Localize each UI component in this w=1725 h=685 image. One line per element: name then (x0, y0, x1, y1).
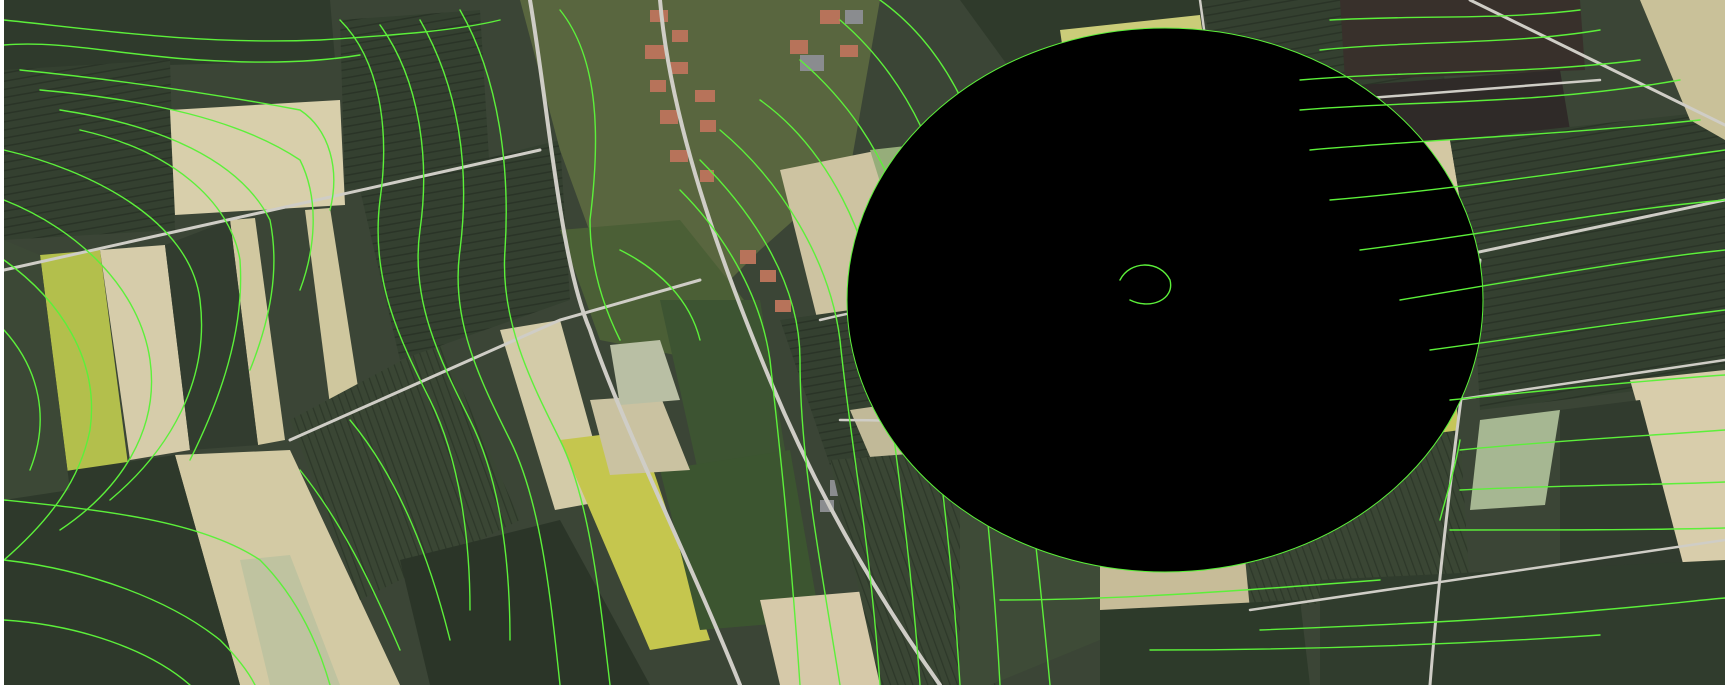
contour-lines (3, 0, 1725, 685)
field-parcels (4, 0, 710, 685)
map-left-border (0, 0, 4, 685)
